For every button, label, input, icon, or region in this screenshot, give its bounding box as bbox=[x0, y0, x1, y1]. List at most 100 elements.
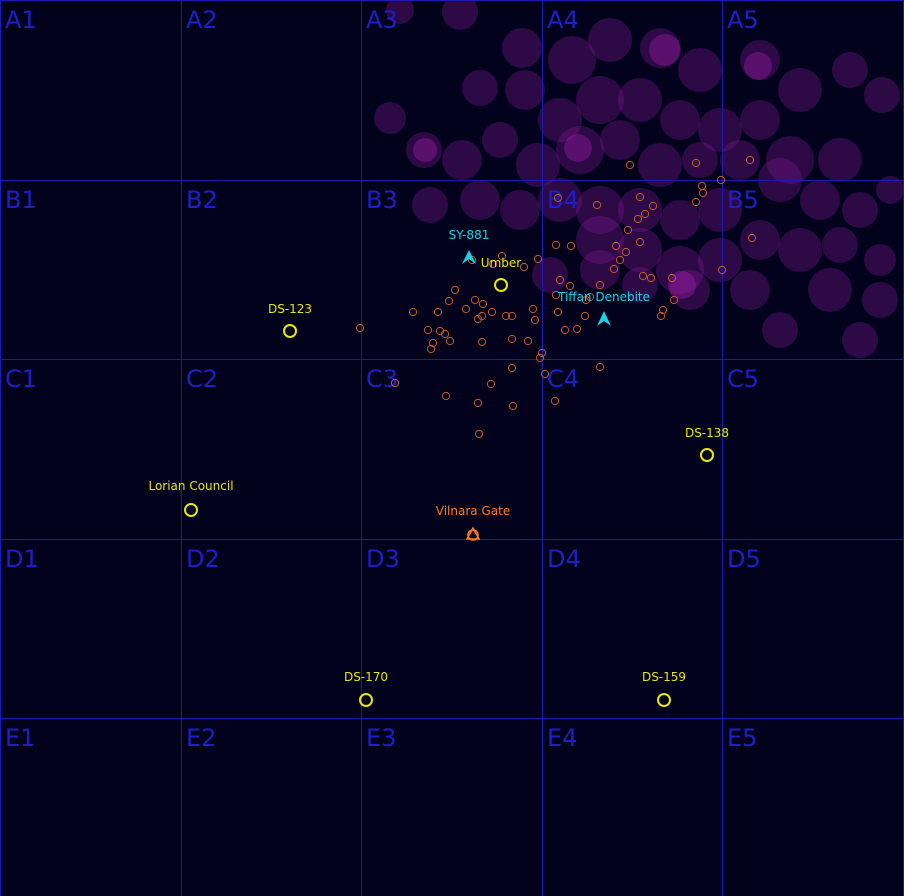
debris-marker bbox=[615, 255, 625, 265]
debris-marker bbox=[555, 275, 565, 285]
debris-marker bbox=[621, 247, 631, 257]
debris-marker bbox=[445, 336, 455, 346]
debris-marker bbox=[533, 254, 543, 264]
grid-cell-label: A3 bbox=[366, 6, 398, 34]
nebula-blob bbox=[500, 190, 540, 230]
debris-marker bbox=[640, 209, 650, 219]
nebula-blob bbox=[740, 220, 780, 260]
nebula-blob bbox=[766, 136, 814, 184]
station-ds-123-label: DS-123 bbox=[268, 302, 312, 316]
station-ds-138[interactable]: DS-138 bbox=[685, 426, 729, 462]
debris-marker bbox=[428, 338, 438, 348]
debris-marker bbox=[611, 241, 621, 251]
debris-marker bbox=[507, 311, 517, 321]
nebula-blob bbox=[462, 70, 498, 106]
station-umber[interactable]: Umber bbox=[481, 256, 521, 292]
nebula-blob bbox=[842, 192, 878, 228]
station-ds-170[interactable]: DS-170 bbox=[344, 670, 388, 707]
grid-cell-label: C4 bbox=[547, 365, 579, 393]
nebula-blob bbox=[516, 143, 560, 187]
nebula-blob bbox=[740, 40, 780, 80]
nebula-blob bbox=[698, 238, 742, 282]
station-umber-label: Umber bbox=[481, 256, 521, 270]
debris-marker bbox=[623, 225, 633, 235]
grid-cell-label: A4 bbox=[547, 6, 579, 34]
debris-marker bbox=[540, 369, 550, 379]
debris-marker bbox=[501, 311, 511, 321]
station-umber-icon bbox=[494, 278, 508, 292]
debris-marker bbox=[474, 429, 484, 439]
grid-cell-label: E1 bbox=[5, 724, 35, 752]
station-ds-123[interactable]: DS-123 bbox=[268, 302, 312, 338]
debris-marker bbox=[595, 362, 605, 372]
debris-marker bbox=[523, 336, 533, 346]
grid-cell-label: A2 bbox=[186, 6, 218, 34]
nebula-blob bbox=[778, 68, 822, 112]
station-ds-170-label: DS-170 bbox=[344, 670, 388, 684]
nebula-blob bbox=[532, 257, 568, 293]
nebula-blob bbox=[656, 246, 704, 294]
debris-marker bbox=[691, 197, 701, 207]
debris-marker bbox=[477, 311, 487, 321]
nebula-blob bbox=[698, 188, 742, 232]
station-ds-159-label: DS-159 bbox=[642, 670, 686, 684]
grid-cell-label: D4 bbox=[547, 545, 581, 573]
nebula-blob bbox=[505, 70, 545, 110]
nebula-blob bbox=[576, 76, 624, 124]
debris-marker bbox=[478, 299, 488, 309]
station-lorian-council[interactable]: Lorian Council bbox=[148, 479, 234, 517]
nebula-blob bbox=[698, 108, 742, 152]
debris-marker bbox=[441, 391, 451, 401]
nebula-blob bbox=[502, 28, 542, 68]
debris-marker bbox=[486, 379, 496, 389]
nebula-blob bbox=[638, 143, 682, 187]
debris-marker bbox=[551, 290, 561, 300]
nebula-blob bbox=[622, 267, 658, 303]
debris-marker bbox=[566, 241, 576, 251]
nebula-blob bbox=[649, 34, 681, 66]
debris-marker bbox=[450, 285, 460, 295]
station-ds-159[interactable]: DS-159 bbox=[642, 670, 686, 707]
debris-marker bbox=[691, 158, 701, 168]
nebula-blob bbox=[640, 28, 680, 68]
ship-arrow-icon bbox=[462, 250, 476, 264]
nebula-blob bbox=[406, 132, 442, 168]
nebula-blob bbox=[618, 78, 662, 122]
grid-cell-label: D2 bbox=[186, 545, 220, 573]
grid-cell-label: C2 bbox=[186, 365, 218, 393]
grid-cell-label: B2 bbox=[186, 186, 218, 214]
nebula-cloud bbox=[374, 0, 904, 358]
station-lorian-council-label: Lorian Council bbox=[148, 479, 233, 493]
debris-marker bbox=[609, 264, 619, 274]
debris-marker bbox=[580, 311, 590, 321]
nebula-blob bbox=[442, 0, 478, 30]
nebula-blob bbox=[668, 271, 696, 299]
debris-marker bbox=[625, 160, 635, 170]
gate-vilnara[interactable]: Vilnara Gate bbox=[436, 504, 510, 541]
grid-cell-label: C5 bbox=[727, 365, 759, 393]
nebula-blob bbox=[740, 100, 780, 140]
grid-cell-label: B4 bbox=[547, 186, 579, 214]
grid-cell-label: D5 bbox=[727, 545, 761, 573]
debris-field bbox=[355, 155, 757, 439]
nebula-blob bbox=[588, 18, 632, 62]
nebula-blob bbox=[412, 187, 448, 223]
ship-tiffan-denebite[interactable]: Tiffan Denebite bbox=[557, 290, 650, 326]
debris-marker bbox=[423, 325, 433, 335]
grid-cell-label: B3 bbox=[366, 186, 398, 214]
grid-cell-label: E3 bbox=[366, 724, 396, 752]
debris-marker bbox=[635, 192, 645, 202]
nebula-blob bbox=[580, 250, 620, 290]
nebula-blob bbox=[876, 176, 904, 204]
ship-sy-881[interactable]: SY-881 bbox=[449, 228, 490, 264]
nebula-blob bbox=[842, 322, 878, 358]
debris-marker bbox=[572, 324, 582, 334]
nebula-blob bbox=[678, 48, 722, 92]
nebula-blob bbox=[822, 227, 858, 263]
station-ds-159-icon bbox=[657, 693, 671, 707]
nebula-blob bbox=[832, 52, 868, 88]
debris-marker bbox=[716, 175, 726, 185]
grid-cell-label: D1 bbox=[5, 545, 39, 573]
